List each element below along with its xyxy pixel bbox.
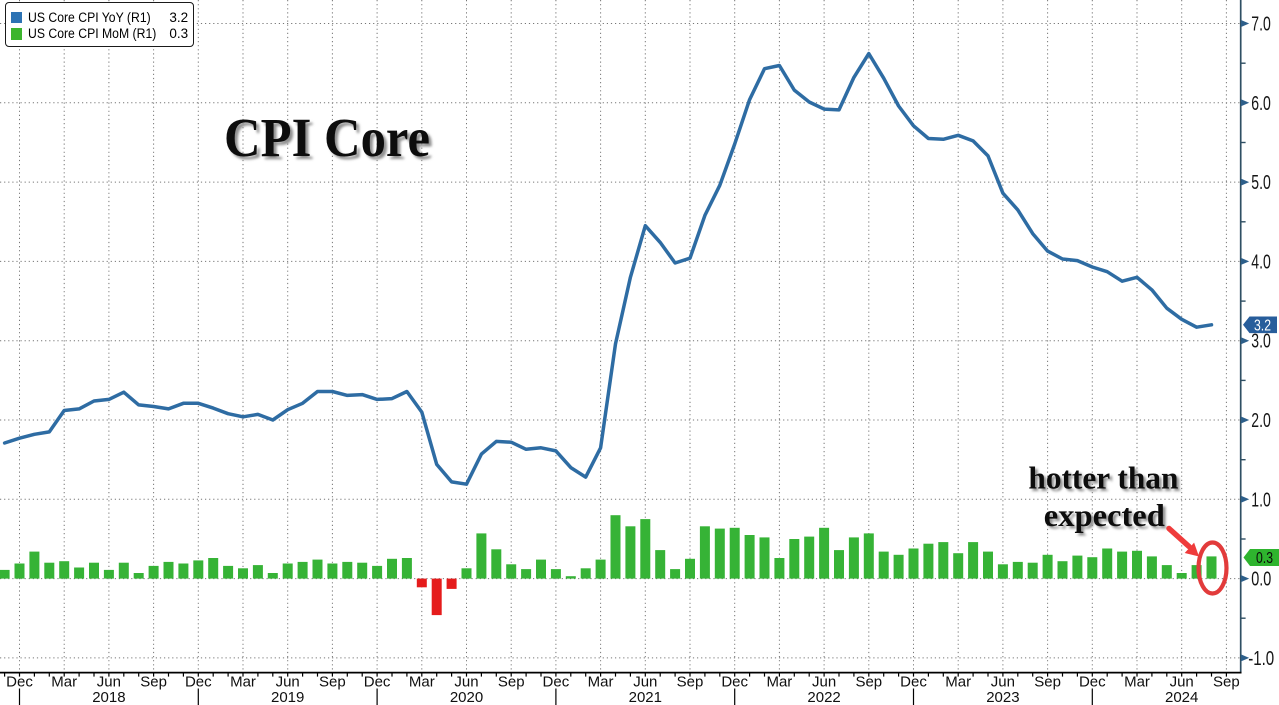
svg-text:Dec: Dec <box>364 674 391 691</box>
svg-text:Dec: Dec <box>900 674 927 691</box>
svg-text:expected: expected <box>1044 497 1165 533</box>
svg-text:Jun: Jun <box>97 674 121 691</box>
svg-text:Dec: Dec <box>185 674 212 691</box>
svg-text:CPI Core: CPI Core <box>227 110 433 171</box>
svg-text:expected: expected <box>1047 500 1168 536</box>
svg-text:2021: 2021 <box>629 689 662 705</box>
svg-text:Mar: Mar <box>230 674 256 691</box>
svg-text:Jun: Jun <box>812 674 836 691</box>
svg-text:4.0: 4.0 <box>1251 251 1271 273</box>
svg-text:hotter than: hotter than <box>1028 460 1178 496</box>
svg-text:Dec: Dec <box>721 674 748 691</box>
svg-text:Sep: Sep <box>855 674 882 691</box>
svg-text:Dec: Dec <box>6 674 33 691</box>
svg-text:Sep: Sep <box>498 674 525 691</box>
svg-text:Mar: Mar <box>1124 674 1150 691</box>
svg-text:Jun: Jun <box>633 674 657 691</box>
svg-text:Jun: Jun <box>454 674 478 691</box>
svg-text:Mar: Mar <box>766 674 792 691</box>
svg-text:Mar: Mar <box>51 674 77 691</box>
svg-text:2022: 2022 <box>807 689 840 705</box>
svg-text:6.0: 6.0 <box>1251 93 1271 115</box>
svg-text:Sep: Sep <box>677 674 704 691</box>
svg-text:hotter than: hotter than <box>1031 462 1181 498</box>
svg-text:2023: 2023 <box>986 689 1019 705</box>
svg-text:Jun: Jun <box>1170 674 1194 691</box>
svg-text:Mar: Mar <box>588 674 614 691</box>
svg-text:3.0: 3.0 <box>1251 331 1271 353</box>
svg-text:Jun: Jun <box>991 674 1015 691</box>
svg-text:5.0: 5.0 <box>1251 172 1271 194</box>
svg-text:-1.0: -1.0 <box>1248 648 1274 670</box>
svg-text:2018: 2018 <box>92 689 125 705</box>
svg-text:2.0: 2.0 <box>1251 410 1271 432</box>
svg-text:Dec: Dec <box>543 674 570 691</box>
svg-text:CPI Core: CPI Core <box>224 107 430 168</box>
svg-text:Mar: Mar <box>409 674 435 691</box>
svg-text:0.0: 0.0 <box>1251 569 1271 591</box>
svg-text:2024: 2024 <box>1165 689 1198 705</box>
svg-text:Sep: Sep <box>1213 674 1240 691</box>
svg-text:Jun: Jun <box>276 674 300 691</box>
svg-text:0.3: 0.3 <box>1256 550 1273 567</box>
svg-text:Sep: Sep <box>319 674 346 691</box>
svg-text:Mar: Mar <box>945 674 971 691</box>
svg-text:1.0: 1.0 <box>1251 489 1271 511</box>
svg-text:Sep: Sep <box>140 674 167 691</box>
svg-text:7.0: 7.0 <box>1251 14 1271 36</box>
svg-text:Sep: Sep <box>1034 674 1061 691</box>
svg-text:3.2: 3.2 <box>1254 317 1271 334</box>
svg-text:2019: 2019 <box>271 689 304 705</box>
svg-text:Dec: Dec <box>1079 674 1106 691</box>
svg-text:2020: 2020 <box>450 689 483 705</box>
